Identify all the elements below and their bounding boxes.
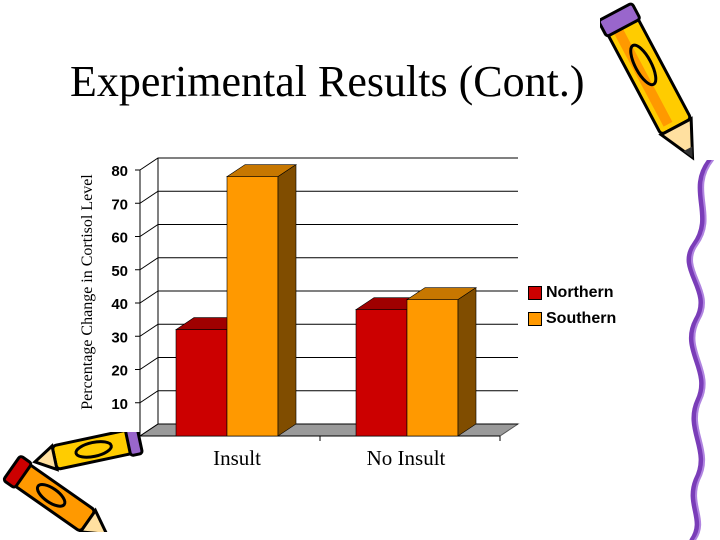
slide-title: Experimental Results (Cont.) <box>70 57 585 106</box>
bar-northern-insult <box>175 329 228 437</box>
legend-swatch-southern <box>528 312 542 326</box>
y-tick-label: 70 <box>111 196 128 213</box>
squiggle-line-icon <box>686 160 714 540</box>
y-tick-label: 30 <box>111 329 128 346</box>
legend-swatch-northern <box>528 286 542 300</box>
y-tick-label: 20 <box>111 363 128 380</box>
category-label-insult: Insult <box>213 446 261 470</box>
y-tick-label: 60 <box>111 230 128 247</box>
bar-northern-no-insult <box>355 309 408 437</box>
bar-southern-no-insult <box>406 299 459 437</box>
bar-southern-insult-side <box>277 164 297 437</box>
y-tick-label: 10 <box>111 396 128 413</box>
legend-label-southern: Southern <box>546 310 617 327</box>
category-label-no-insult: No Insult <box>366 446 446 470</box>
crayons-clipart-icon <box>2 432 144 532</box>
bar-southern-no-insult-side <box>457 287 477 437</box>
y-tick-label: 80 <box>111 163 128 180</box>
legend-label-northern: Northern <box>546 284 614 301</box>
y-tick-label: 40 <box>111 296 128 313</box>
pencil-clipart-icon <box>600 2 695 161</box>
y-tick-label: 50 <box>111 263 128 280</box>
bar-southern-insult <box>226 176 279 437</box>
